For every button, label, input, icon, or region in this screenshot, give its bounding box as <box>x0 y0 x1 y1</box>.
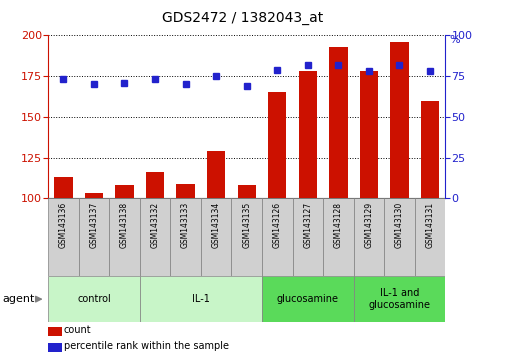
Text: percentile rank within the sample: percentile rank within the sample <box>64 341 228 351</box>
Bar <box>109 198 139 276</box>
Bar <box>48 327 62 336</box>
Text: GSM143133: GSM143133 <box>181 202 190 249</box>
Text: GSM143138: GSM143138 <box>120 202 129 248</box>
Bar <box>48 198 78 276</box>
Text: GSM143137: GSM143137 <box>89 202 98 249</box>
Bar <box>420 101 438 198</box>
Bar <box>262 198 292 276</box>
Bar <box>322 198 353 276</box>
Text: IL-1 and
glucosamine: IL-1 and glucosamine <box>368 288 430 310</box>
Bar <box>48 276 139 322</box>
Bar <box>139 276 262 322</box>
Bar <box>145 172 164 198</box>
Bar <box>383 198 414 276</box>
Text: GSM143134: GSM143134 <box>211 202 220 249</box>
Bar <box>84 193 103 198</box>
Text: GSM143129: GSM143129 <box>364 202 373 248</box>
Bar <box>292 198 322 276</box>
Bar <box>115 185 133 198</box>
Text: GSM143127: GSM143127 <box>302 202 312 248</box>
Bar <box>231 198 262 276</box>
Bar <box>414 198 444 276</box>
Bar <box>389 42 408 198</box>
Text: IL-1: IL-1 <box>191 294 210 304</box>
Bar <box>78 198 109 276</box>
Text: control: control <box>77 294 111 304</box>
Bar <box>176 184 194 198</box>
Text: glucosamine: glucosamine <box>276 294 338 304</box>
Bar <box>48 343 62 353</box>
Text: GSM143131: GSM143131 <box>425 202 434 248</box>
Bar <box>237 185 256 198</box>
Text: GSM143132: GSM143132 <box>150 202 159 248</box>
Bar <box>139 198 170 276</box>
Bar <box>329 47 347 198</box>
Text: GSM143130: GSM143130 <box>394 202 403 249</box>
Bar <box>353 198 383 276</box>
Text: count: count <box>64 325 91 335</box>
Bar <box>262 276 353 322</box>
Bar <box>359 71 377 198</box>
Text: agent: agent <box>3 294 35 304</box>
Bar <box>268 92 286 198</box>
Bar <box>54 177 72 198</box>
Text: GSM143126: GSM143126 <box>272 202 281 248</box>
Text: GSM143136: GSM143136 <box>59 202 68 249</box>
Bar <box>170 198 200 276</box>
Text: GDS2472 / 1382043_at: GDS2472 / 1382043_at <box>162 11 323 25</box>
Bar <box>353 276 444 322</box>
Bar <box>200 198 231 276</box>
Text: GSM143128: GSM143128 <box>333 202 342 248</box>
Bar <box>207 151 225 198</box>
Bar <box>298 71 316 198</box>
Text: %: % <box>448 35 459 45</box>
Text: GSM143135: GSM143135 <box>242 202 250 249</box>
